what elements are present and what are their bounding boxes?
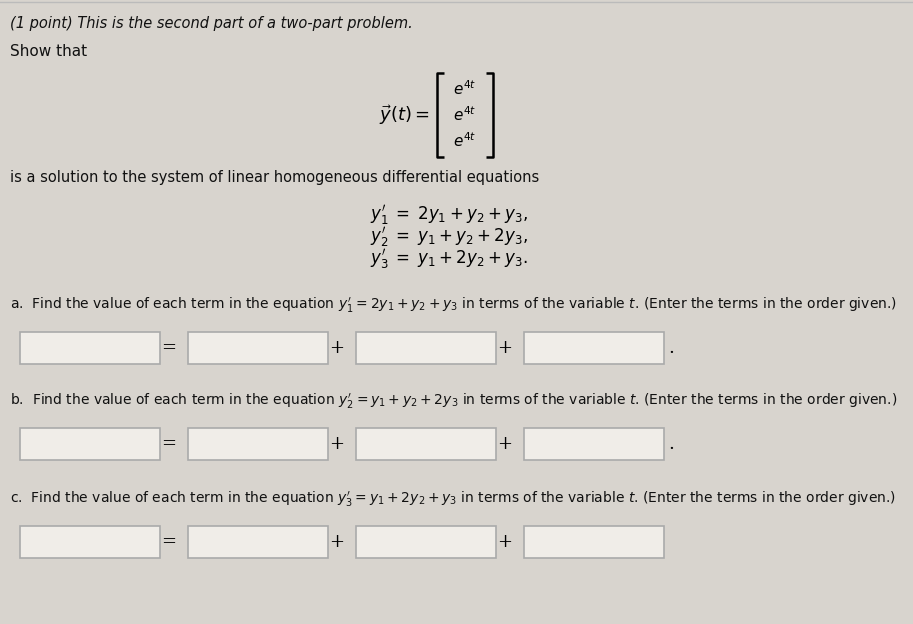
FancyBboxPatch shape [356, 428, 496, 460]
Text: $y_2' \;=\; y_1 + y_2 + 2y_3,$: $y_2' \;=\; y_1 + y_2 + 2y_3,$ [370, 225, 528, 249]
Text: +: + [330, 533, 344, 551]
FancyBboxPatch shape [20, 332, 160, 364]
Text: +: + [330, 339, 344, 357]
Text: $e^{4t}$: $e^{4t}$ [453, 132, 477, 150]
FancyBboxPatch shape [524, 332, 664, 364]
Text: +: + [330, 435, 344, 453]
Text: b.  Find the value of each term in the equation $y_2' = y_1 + y_2 + 2y_3$ in ter: b. Find the value of each term in the eq… [10, 392, 897, 411]
Text: =: = [162, 339, 176, 357]
Text: $e^{4t}$: $e^{4t}$ [453, 80, 477, 99]
Text: c.  Find the value of each term in the equation $y_3' = y_1 + 2y_2 + y_3$ in ter: c. Find the value of each term in the eq… [10, 490, 896, 509]
FancyBboxPatch shape [356, 526, 496, 558]
FancyBboxPatch shape [20, 526, 160, 558]
Text: Show that: Show that [10, 44, 87, 59]
Text: =: = [162, 435, 176, 453]
FancyBboxPatch shape [188, 332, 328, 364]
FancyBboxPatch shape [188, 428, 328, 460]
Text: a.  Find the value of each term in the equation $y_1' = 2y_1 + y_2 + y_3$ in ter: a. Find the value of each term in the eq… [10, 296, 897, 315]
Text: .: . [668, 339, 674, 357]
Text: +: + [498, 339, 512, 357]
Text: +: + [498, 435, 512, 453]
Text: .: . [668, 435, 674, 453]
FancyBboxPatch shape [524, 526, 664, 558]
FancyBboxPatch shape [356, 332, 496, 364]
Text: =: = [162, 533, 176, 551]
Text: is a solution to the system of linear homogeneous differential equations: is a solution to the system of linear ho… [10, 170, 540, 185]
Text: $y_3' \;=\; y_1 + 2y_2 + y_3.$: $y_3' \;=\; y_1 + 2y_2 + y_3.$ [370, 247, 528, 271]
FancyBboxPatch shape [188, 526, 328, 558]
Text: $\vec{y}(t) =$: $\vec{y}(t) =$ [379, 103, 430, 127]
FancyBboxPatch shape [20, 428, 160, 460]
Text: (1 point) This is the second part of a two-part problem.: (1 point) This is the second part of a t… [10, 16, 413, 31]
Text: $e^{4t}$: $e^{4t}$ [453, 105, 477, 124]
FancyBboxPatch shape [524, 428, 664, 460]
Text: +: + [498, 533, 512, 551]
Text: $y_1' \;=\; 2y_1 + y_2 + y_3,$: $y_1' \;=\; 2y_1 + y_2 + y_3,$ [370, 203, 528, 227]
